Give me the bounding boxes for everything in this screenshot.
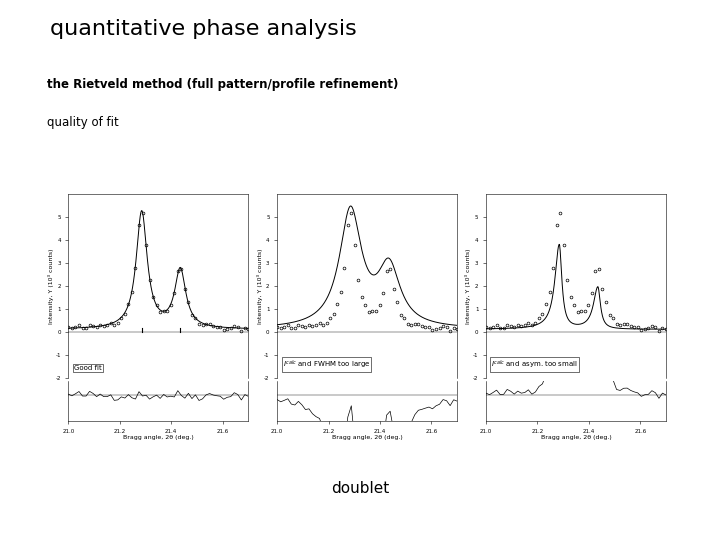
Y-axis label: Intensity, Y (10³ counts): Intensity, Y (10³ counts) <box>465 248 472 324</box>
Text: $I^{calc}$ and FWHM too large: $I^{calc}$ and FWHM too large <box>282 359 370 370</box>
X-axis label: Bragg angle, 2θ (deg.): Bragg angle, 2θ (deg.) <box>332 435 402 440</box>
Text: Good fit: Good fit <box>74 364 102 370</box>
Text: the Rietveld method (full pattern/profile refinement): the Rietveld method (full pattern/profil… <box>47 78 398 91</box>
X-axis label: Bragg angle, 2θ (deg.): Bragg angle, 2θ (deg.) <box>123 435 194 440</box>
Text: quality of fit: quality of fit <box>47 116 119 129</box>
Text: $I^{calc}$ and asym. too small: $I^{calc}$ and asym. too small <box>492 359 578 370</box>
Y-axis label: Intensity, Y (10³ counts): Intensity, Y (10³ counts) <box>48 248 54 324</box>
X-axis label: Bragg angle, 2θ (deg.): Bragg angle, 2θ (deg.) <box>541 435 611 440</box>
Text: quantitative phase analysis: quantitative phase analysis <box>50 19 357 39</box>
Text: doublet: doublet <box>331 481 389 496</box>
Y-axis label: Intensity, Y (10³ counts): Intensity, Y (10³ counts) <box>256 248 263 324</box>
